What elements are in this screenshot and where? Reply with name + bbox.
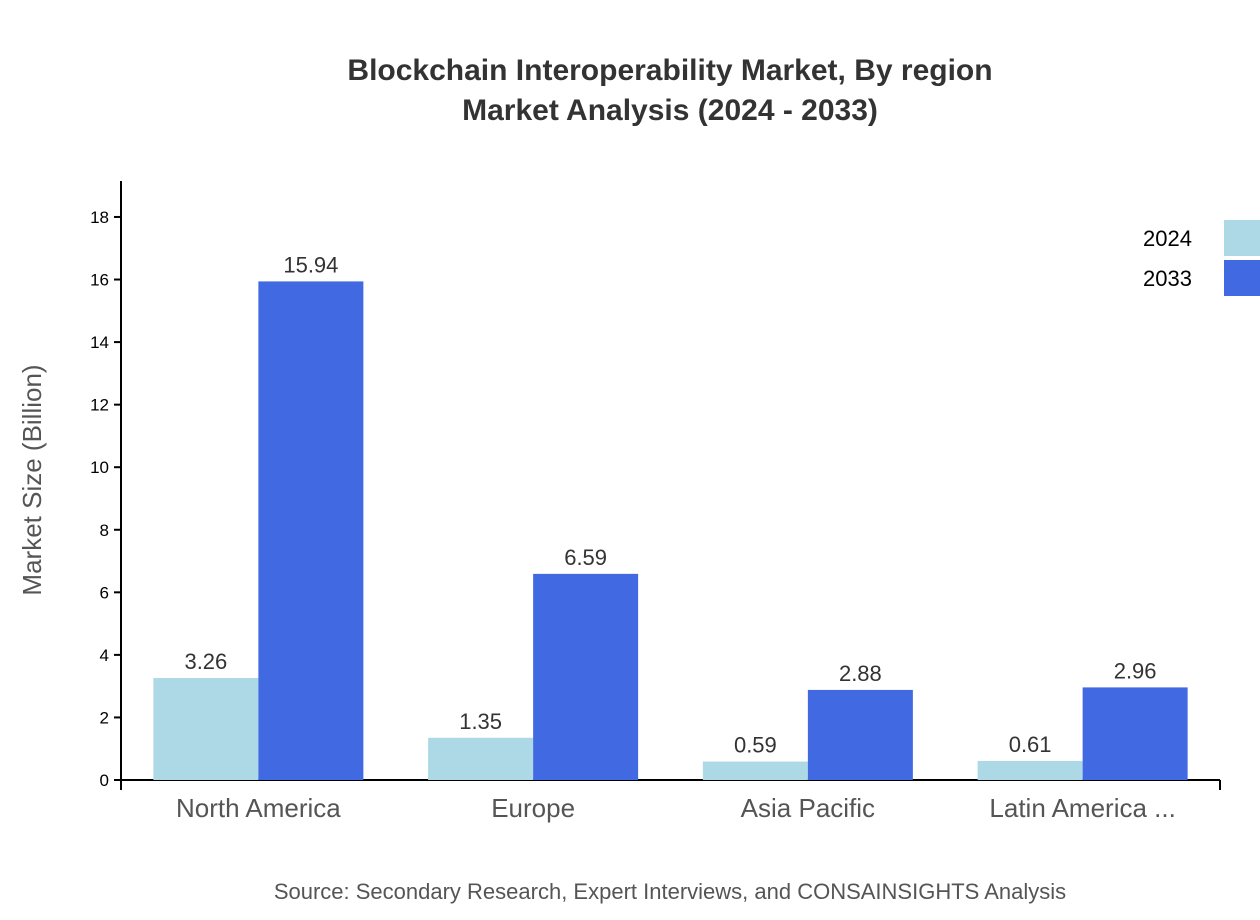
y-tick-label: 6 — [100, 583, 109, 602]
data-label: 0.61 — [1009, 732, 1052, 757]
chart-subtitle: Market Analysis (2024 - 2033) — [462, 94, 878, 127]
y-tick-label: 4 — [100, 646, 109, 665]
y-tick-label: 10 — [90, 458, 109, 477]
x-tick-label: North America — [176, 793, 341, 823]
x-axis: North America Europe Asia Pacific Latin Ame… — [120, 779, 1221, 823]
bar-2024 — [428, 737, 534, 780]
legend-label: 2033 — [1143, 266, 1192, 291]
x-tick-label: Europe — [491, 793, 575, 823]
y-axis-label: Market Size (Billion) — [17, 364, 47, 595]
y-tick-label: 8 — [100, 521, 109, 540]
legend: 2024 2033 — [1143, 220, 1260, 296]
y-tick-label: 2 — [100, 708, 109, 727]
data-label: 2.88 — [839, 661, 882, 686]
legend-label: 2024 — [1143, 226, 1192, 251]
bar-2024 — [153, 678, 259, 780]
data-label: 15.94 — [283, 252, 338, 277]
chart-title: Blockchain Interoperability Market, By r… — [347, 54, 992, 87]
data-label: 2.96 — [1114, 658, 1157, 683]
x-tick-label: Asia Pacific — [741, 793, 875, 823]
legend-swatch — [1224, 260, 1260, 296]
bar-2024 — [977, 760, 1083, 780]
y-tick-label: 12 — [90, 396, 109, 415]
bar-2033 — [533, 573, 639, 780]
data-label: 0.59 — [734, 733, 777, 758]
y-axis: 0 2 4 6 8 10 12 14 16 18 — [90, 181, 122, 790]
bar-2033 — [258, 281, 364, 780]
y-tick-label: 14 — [90, 333, 109, 352]
data-label: 1.35 — [459, 709, 502, 734]
data-label: 3.26 — [184, 649, 227, 674]
data-label: 6.59 — [564, 545, 607, 570]
y-tick-label: 18 — [90, 208, 109, 227]
bars: 3.26 15.94 1.35 6.59 0.59 2.88 0.61 2.96 — [153, 252, 1188, 780]
y-tick-label: 0 — [100, 771, 109, 790]
legend-swatch — [1224, 220, 1260, 256]
bar-2033 — [807, 689, 913, 780]
bar-2024 — [702, 761, 808, 780]
source-note: Source: Secondary Research, Expert Inter… — [274, 879, 1066, 904]
x-tick-label: Latin America ... — [989, 793, 1175, 823]
y-tick-label: 16 — [90, 271, 109, 290]
bar-2033 — [1082, 687, 1188, 780]
